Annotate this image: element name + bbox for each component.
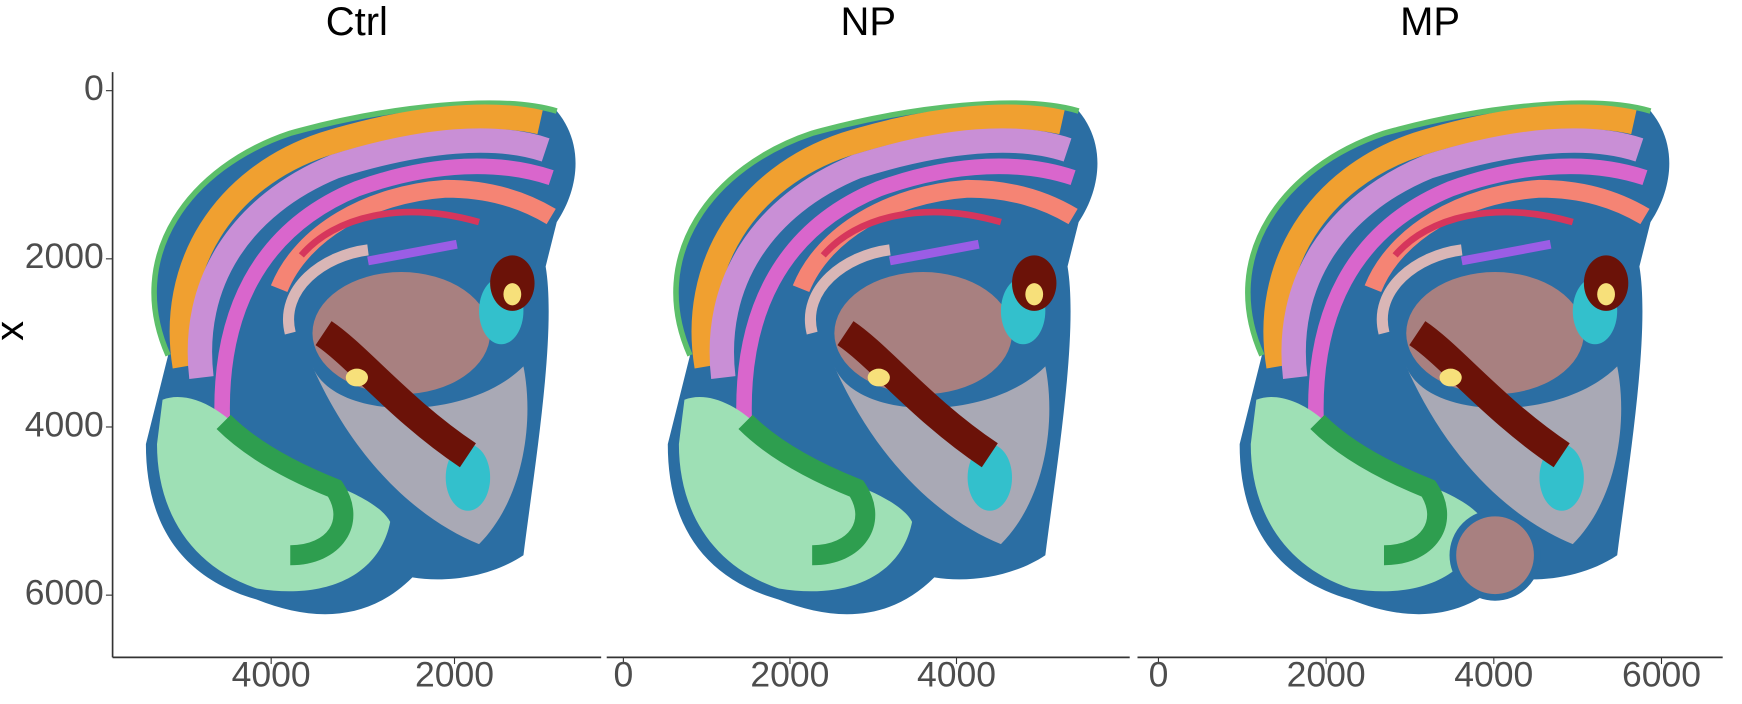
tissue <box>1449 509 1541 601</box>
x-tick-label: 2000 <box>1287 655 1366 695</box>
y-axis-label: x <box>0 321 32 341</box>
tissue <box>146 103 576 614</box>
y-tick-label: 6000 <box>25 573 104 613</box>
chart-title: Ctrl <box>326 0 388 44</box>
x-tick-label: 0 <box>613 655 633 695</box>
x-tick-label: 4000 <box>232 655 311 695</box>
x-tick-label: 6000 <box>1622 655 1701 695</box>
x-tick-label: 0 <box>1149 655 1169 695</box>
chart-title: NP <box>840 0 896 44</box>
x-tick-label: 2000 <box>415 655 494 695</box>
x-tick-label: 4000 <box>1454 655 1533 695</box>
x-tick-label: 2000 <box>750 655 829 695</box>
x-tick-label: 4000 <box>917 655 996 695</box>
chart-title: MP <box>1400 0 1460 44</box>
tissue <box>668 103 1098 614</box>
y-tick-label: 0 <box>84 68 104 108</box>
y-tick-label: 4000 <box>25 404 104 444</box>
y-tick-label: 2000 <box>25 236 104 276</box>
